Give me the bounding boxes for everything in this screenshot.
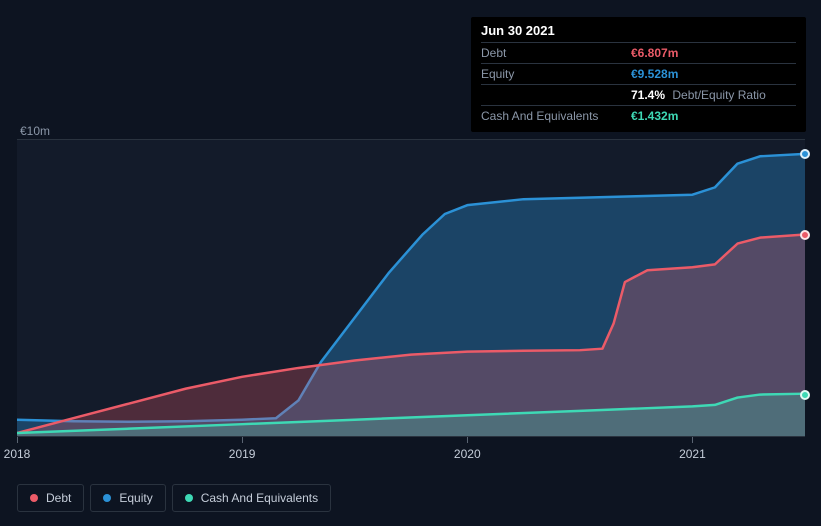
legend-label: Cash And Equivalents <box>201 491 318 505</box>
x-axis-tick <box>692 437 693 443</box>
x-axis-label: 2018 <box>0 447 37 461</box>
legend: Debt Equity Cash And Equivalents <box>17 484 331 512</box>
legend-label: Equity <box>119 491 152 505</box>
legend-swatch <box>103 494 111 502</box>
legend-label: Debt <box>46 491 71 505</box>
debt-equity-chart: Jun 30 2021 Debt€6.807mEquity€9.528m71.4… <box>0 0 821 526</box>
x-axis-tick <box>467 437 468 443</box>
legend-item-debt[interactable]: Debt <box>17 484 84 512</box>
x-axis-tick <box>242 437 243 443</box>
legend-swatch <box>30 494 38 502</box>
tooltip-row: 71.4% Debt/Equity Ratio <box>481 84 796 105</box>
tooltip-suffix: Debt/Equity Ratio <box>669 88 766 102</box>
tooltip-label: Cash And Equivalents <box>481 109 631 123</box>
end-marker-debt <box>800 230 810 240</box>
legend-item-equity[interactable]: Equity <box>90 484 165 512</box>
tooltip-row: Equity€9.528m <box>481 63 796 84</box>
tooltip-row: Debt€6.807m <box>481 42 796 63</box>
x-axis-tick <box>17 437 18 443</box>
tooltip-label: Equity <box>481 67 631 81</box>
tooltip-value: €1.432m <box>631 109 678 123</box>
tooltip-label: Debt <box>481 46 631 60</box>
legend-swatch <box>185 494 193 502</box>
legend-item-cash-and-equivalents[interactable]: Cash And Equivalents <box>172 484 331 512</box>
chart-svg <box>17 140 805 436</box>
chart-tooltip: Jun 30 2021 Debt€6.807mEquity€9.528m71.4… <box>471 17 806 132</box>
x-axis-label: 2021 <box>672 447 712 461</box>
tooltip-value: €9.528m <box>631 67 678 81</box>
tooltip-value: €6.807m <box>631 46 678 60</box>
tooltip-value: 71.4% Debt/Equity Ratio <box>631 88 766 102</box>
x-axis-label: 2020 <box>447 447 487 461</box>
tooltip-date: Jun 30 2021 <box>481 23 796 42</box>
end-marker-cash-and-equivalents <box>800 390 810 400</box>
x-axis-label: 2019 <box>222 447 262 461</box>
end-marker-equity <box>800 149 810 159</box>
plot-area <box>17 139 805 437</box>
tooltip-label <box>481 88 631 102</box>
tooltip-row: Cash And Equivalents€1.432m <box>481 105 796 126</box>
y-axis-label: €10m <box>20 124 50 138</box>
